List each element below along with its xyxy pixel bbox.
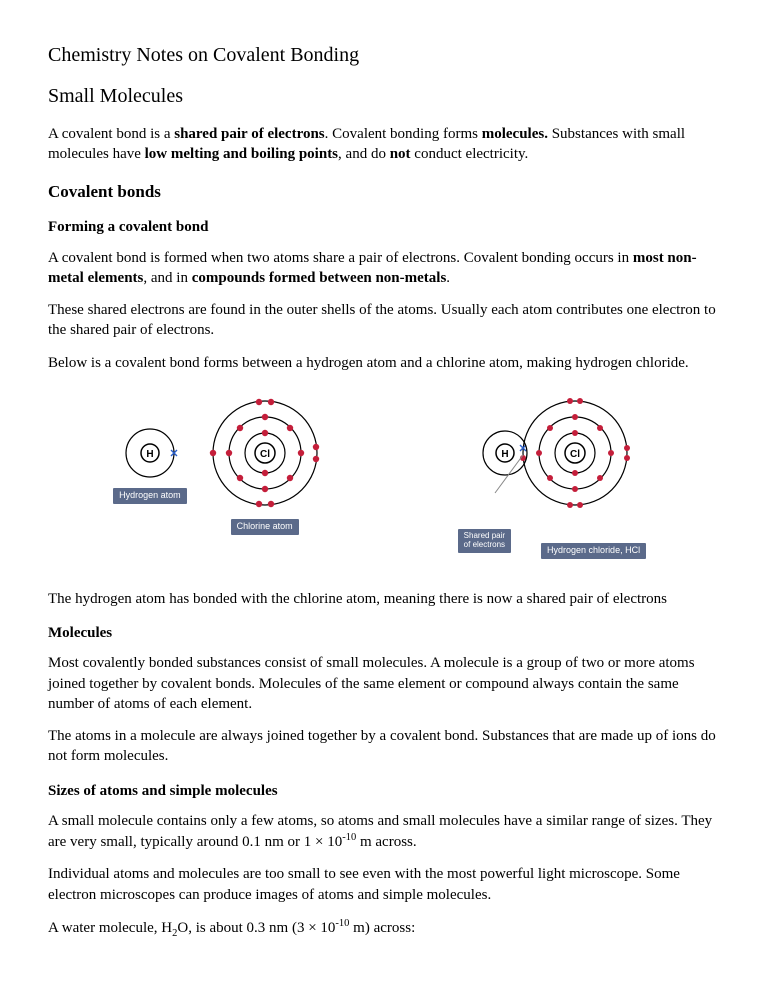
text: A covalent bond is formed when two atoms… — [48, 250, 633, 266]
chlorine-atom-group: Cl Chlorine atom — [205, 393, 325, 535]
section-heading: Covalent bonds — [48, 181, 720, 204]
diagram-caption: The hydrogen atom has bonded with the ch… — [48, 589, 720, 609]
text: conduct electricity. — [411, 146, 529, 162]
text-bold: low melting and boiling points — [145, 146, 338, 162]
diagram-row: H Hydrogen atom Cl — [48, 393, 720, 559]
hydrogen-atom-icon: H — [121, 424, 179, 482]
text: , and in — [143, 270, 191, 286]
paragraph: These shared electrons are found in the … — [48, 300, 720, 341]
page-title: Chemistry Notes on Covalent Bonding — [48, 42, 720, 69]
text: A water molecule, H — [48, 920, 172, 936]
superscript: -10 — [342, 832, 356, 843]
page-subtitle: Small Molecules — [48, 83, 720, 110]
paragraph: Most covalently bonded substances consis… — [48, 653, 720, 714]
text: , and do — [338, 146, 390, 162]
text-bold: compounds formed between non-metals — [192, 270, 447, 286]
hydrogen-label: Hydrogen atom — [113, 488, 187, 504]
text: m) across: — [349, 920, 415, 936]
paragraph: A water molecule, H2O, is about 0.3 nm (… — [48, 917, 720, 941]
text-bold: not — [390, 146, 411, 162]
text: of electrons — [464, 540, 505, 549]
hcl-label: Hydrogen chloride, HCl — [541, 543, 646, 559]
text: Shared pair — [464, 531, 505, 540]
hydrogen-atom-group: H Hydrogen atom — [113, 424, 187, 504]
text: . — [446, 270, 450, 286]
text: O, is about 0.3 nm (3 × 10 — [177, 920, 335, 936]
subsection-heading: Sizes of atoms and simple molecules — [48, 781, 720, 801]
text-bold: molecules. — [482, 126, 548, 142]
subsection-heading: Molecules — [48, 623, 720, 643]
text-bold: shared pair of electrons — [174, 126, 324, 142]
chlorine-atom-icon: Cl — [205, 393, 325, 513]
paragraph: Below is a covalent bond forms between a… — [48, 353, 720, 373]
hcl-molecule-icon: Cl H — [455, 393, 655, 523]
chlorine-label: Chlorine atom — [231, 519, 299, 535]
diagram-right: Cl H — [455, 393, 655, 559]
svg-text:Cl: Cl — [260, 449, 270, 460]
svg-text:Cl: Cl — [570, 449, 580, 460]
paragraph: The atoms in a molecule are always joine… — [48, 726, 720, 767]
text: . Covalent bonding forms — [325, 126, 482, 142]
shared-pair-label: Shared pair of electrons — [458, 529, 511, 553]
text: m across. — [356, 834, 416, 850]
text: A covalent bond is a — [48, 126, 174, 142]
paragraph: A covalent bond is formed when two atoms… — [48, 248, 720, 289]
svg-text:H: H — [501, 449, 508, 460]
intro-paragraph: A covalent bond is a shared pair of elec… — [48, 124, 720, 165]
diagram-left: H Hydrogen atom Cl — [113, 393, 325, 535]
svg-text:H: H — [146, 449, 153, 460]
subsection-heading: Forming a covalent bond — [48, 217, 720, 237]
superscript: -10 — [335, 918, 349, 929]
paragraph: Individual atoms and molecules are too s… — [48, 864, 720, 905]
paragraph: A small molecule contains only a few ato… — [48, 811, 720, 853]
